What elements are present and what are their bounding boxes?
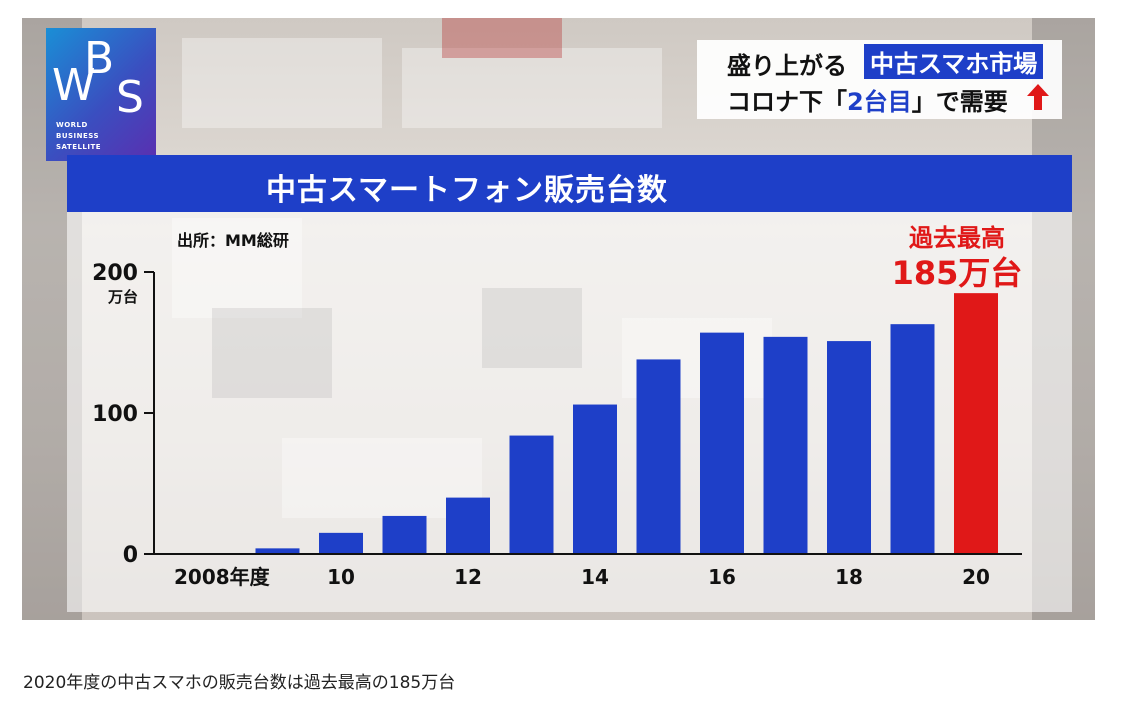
annotation-record-value: 185万台 (892, 254, 1023, 292)
bar-2010 (319, 532, 363, 554)
video-frame: W B S WORLD BUSINESS SATELLITE 盛り上がる 中古ス… (22, 18, 1095, 620)
headline-line2-highlight: 2台目 (847, 88, 912, 116)
headline-line1-prefix: 盛り上がる (727, 52, 847, 80)
svg-text:S: S (116, 72, 144, 123)
bar-2012 (446, 497, 490, 554)
bar-2011 (382, 515, 427, 554)
bar-2009 (255, 548, 300, 554)
bar-2014 (573, 404, 617, 554)
y-axis-unit: 万台 (107, 288, 138, 306)
wbs-logo-mark: W B S (52, 33, 144, 123)
background-shelf (442, 18, 562, 58)
y-tick-label: 100 (92, 402, 138, 427)
chart-title-bar: 中古スマートフォン販売台数 (67, 155, 1072, 212)
bar-2017 (763, 336, 808, 554)
headline-line2: コロナ下「2台目」で需要 (727, 82, 1008, 117)
x-tick-label: 18 (835, 565, 863, 589)
up-arrow-icon (1027, 84, 1049, 110)
bar-2013 (509, 435, 554, 554)
x-tick-label: 12 (454, 565, 482, 589)
bar-2018 (827, 341, 871, 554)
svg-text:B: B (84, 33, 114, 84)
x-tick-label: 16 (708, 565, 736, 589)
bars (255, 293, 998, 554)
background-shelf (182, 38, 382, 128)
bar-chart: 出所：MM総研 0 100 200 万台 2008年度 10 12 14 16 18 20 過去最… (92, 224, 1023, 589)
x-tick-label: 10 (327, 565, 355, 589)
bar-2016 (700, 332, 744, 554)
x-tick-label: 14 (581, 565, 609, 589)
y-tick-label: 0 (123, 543, 138, 568)
y-axis: 0 100 200 万台 (92, 261, 155, 568)
chart-title: 中古スマートフォン販売台数 (265, 173, 669, 208)
chart-source: 出所：MM総研 (177, 231, 289, 250)
logo-subtitle-3: SATELLITE (56, 143, 102, 151)
svg-text:W: W (52, 60, 96, 111)
logo-subtitle-1: WORLD (56, 121, 88, 129)
background-shelf (402, 48, 662, 128)
wbs-logo: W B S WORLD BUSINESS SATELLITE (46, 28, 156, 161)
headline-box: 盛り上がる 中古スマホ市場 コロナ下「2台目」で需要 (697, 40, 1062, 119)
caption: 2020年度の中古スマホの販売台数は過去最高の185万台 (23, 673, 456, 693)
x-tick-label: 2008年度 (174, 565, 271, 589)
headline-line1-highlight: 中古スマホ市場 (864, 44, 1044, 79)
annotation-record-label: 過去最高 (909, 224, 1005, 252)
headline-line2-suffix: 」で需要 (911, 88, 1008, 116)
x-axis: 2008年度 10 12 14 16 18 20 (154, 553, 1022, 589)
logo-subtitle-2: BUSINESS (56, 132, 100, 140)
bar-2020 (954, 293, 998, 554)
y-tick-label: 200 (92, 261, 138, 286)
bar-2015 (636, 359, 681, 554)
headline-line2-prefix: コロナ下「 (727, 88, 847, 116)
x-tick-label: 20 (962, 565, 990, 589)
bar-2019 (890, 324, 935, 554)
